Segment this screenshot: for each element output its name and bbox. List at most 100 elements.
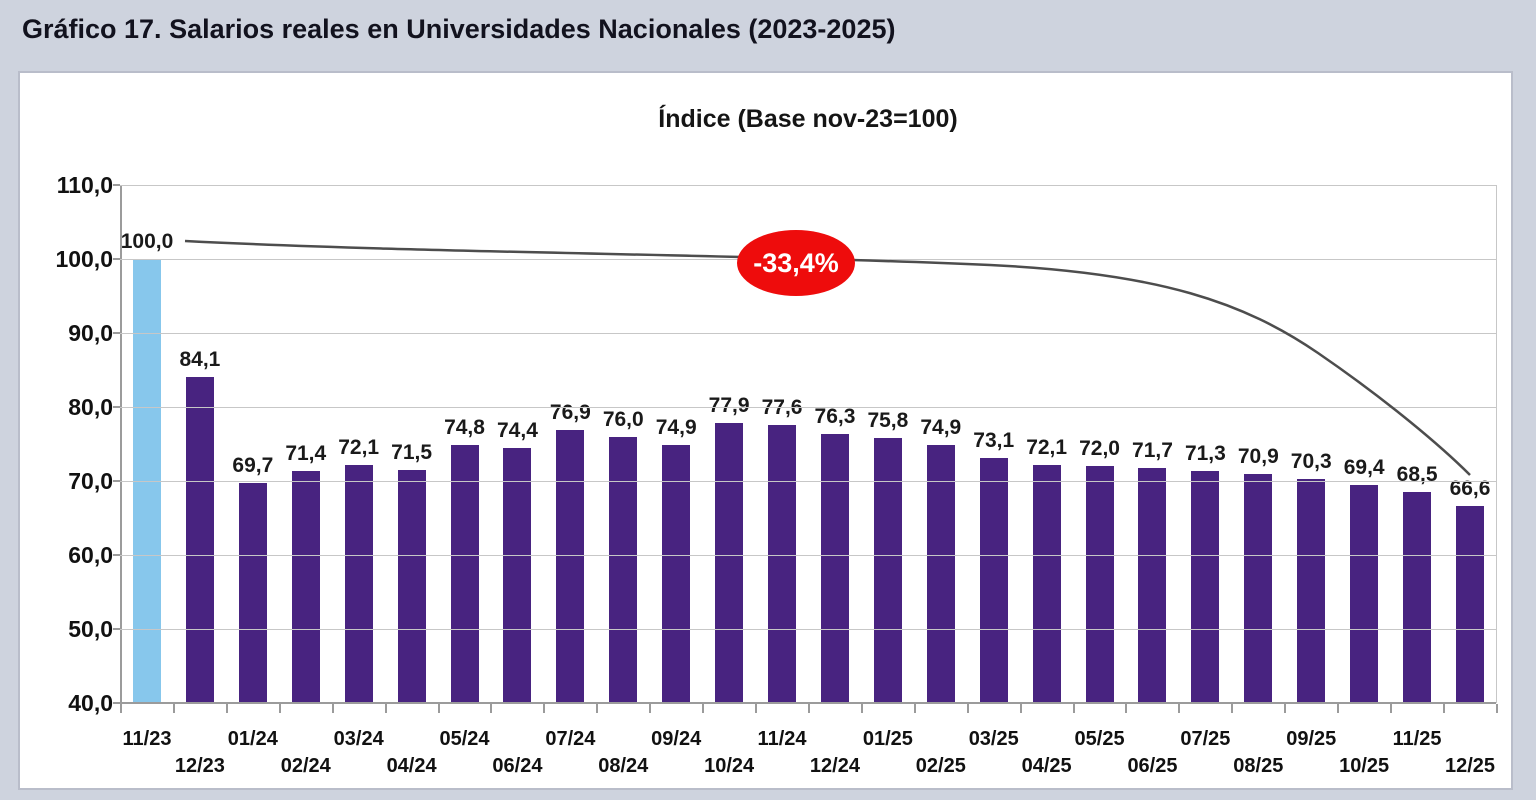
page-title: Gráfico 17. Salarios reales en Universid… [22,14,896,44]
x-axis-label: 01/24 [227,728,278,750]
bar-value-label: 77,9 [708,393,750,417]
x-axis-tick [172,704,175,713]
y-axis-label: 90,0 [68,320,113,346]
bar-value-label: 74,8 [444,416,485,440]
y-axis-tick [113,554,120,556]
y-axis-tick [113,406,120,408]
bar [1032,465,1061,703]
x-axis-tick [278,704,281,713]
chart-subtitle: Índice (Base nov-23=100) [658,105,958,133]
x-axis-label: 05/24 [439,728,490,750]
x-axis-line [120,702,1496,704]
x-axis-tick [702,704,705,713]
bar [1297,478,1326,703]
bar [344,465,373,703]
bar [1085,466,1114,703]
x-axis-label: 06/24 [492,755,543,777]
x-axis-label: 08/24 [598,755,649,777]
y-axis-label: 60,0 [68,542,113,568]
gridline [120,555,1496,556]
y-axis-tick [113,628,120,630]
x-axis-label: 10/24 [704,755,755,777]
bar [238,483,267,703]
bar [979,458,1008,703]
x-axis-label: 07/24 [545,728,596,750]
x-axis-tick [860,704,863,713]
x-axis-tick [437,704,440,713]
bar [1191,471,1220,703]
x-axis-tick [543,704,546,713]
bar [450,445,479,703]
bar-value-label: 66,6 [1449,477,1491,501]
y-axis-tick [113,332,120,334]
bar [873,438,902,703]
x-axis-tick [120,704,122,713]
x-axis-tick [1178,704,1181,713]
x-axis-label: 07/25 [1180,728,1231,750]
bar [1138,468,1167,703]
y-axis-label: 110,0 [56,172,113,198]
y-axis-label: 80,0 [68,394,113,420]
x-axis-tick [1231,704,1234,713]
x-axis-label: 03/25 [968,728,1019,750]
x-axis-tick [1284,704,1287,713]
plot-area: 12/25 66,6 11/25 68,5 10/25 69,4 09/25 70,3 08/2… [20,73,1511,788]
gridline [120,629,1496,630]
x-axis-label: 11/25 [1392,728,1442,750]
x-axis-tick [1125,704,1128,713]
y-axis-tick [113,184,120,186]
x-axis-label: 02/24 [280,755,331,777]
bar-value-label: 84,1 [179,347,221,371]
y-axis-tick [113,480,120,482]
bar-value-label: 69,7 [232,454,274,478]
x-axis-tick [1337,704,1340,713]
x-axis-label: 01/25 [862,728,913,750]
x-axis-label: 09/24 [651,728,702,750]
plot-right-border [1496,185,1497,703]
bar [503,448,532,703]
gridline [120,333,1496,334]
bar [820,434,849,703]
x-axis-label: 05/25 [1074,728,1125,750]
x-axis-tick [331,704,334,713]
x-axis-tick [1390,704,1393,713]
x-axis-tick [490,704,493,713]
x-axis-tick [1019,704,1022,713]
bar [609,436,638,703]
bar [291,470,320,703]
x-axis-tick [384,704,387,713]
x-axis-tick [1495,704,1498,713]
x-axis-label: 06/25 [1127,755,1178,777]
x-axis-tick [807,704,810,713]
annotation-ellipse: -33,4% [737,230,855,296]
bar [1456,506,1484,703]
x-axis-tick [966,704,969,713]
y-axis-line [120,185,122,703]
bar-value-label: 100,0 [120,230,174,253]
x-axis-label: 12/23 [174,755,225,777]
x-axis-label: 09/25 [1286,728,1337,750]
x-axis-label: 03/24 [333,728,384,750]
x-axis-tick [1072,704,1075,713]
bar [1403,492,1432,703]
y-axis-label: 40,0 [68,690,113,716]
bar [1350,485,1379,703]
x-axis-label: 08/25 [1233,755,1284,777]
gridline [120,185,1496,186]
x-axis-label: 10/25 [1339,755,1390,777]
bar [715,422,744,703]
x-axis-label: 11/24 [757,728,807,750]
bar [662,444,691,703]
chart-panel: Índice (Base nov-23=100) 12/25 66,6 11/25 6… [18,71,1513,790]
y-axis-label: 100,0 [55,246,113,272]
x-axis-tick [755,704,758,713]
y-axis-tick [113,702,120,704]
x-axis-tick [225,704,228,713]
x-axis-label: 02/25 [915,755,966,777]
bar [768,424,797,703]
bar [556,429,585,703]
bar [926,444,955,703]
x-axis-tick [1443,704,1445,713]
bar [1244,474,1273,703]
x-axis-tick [649,704,652,713]
